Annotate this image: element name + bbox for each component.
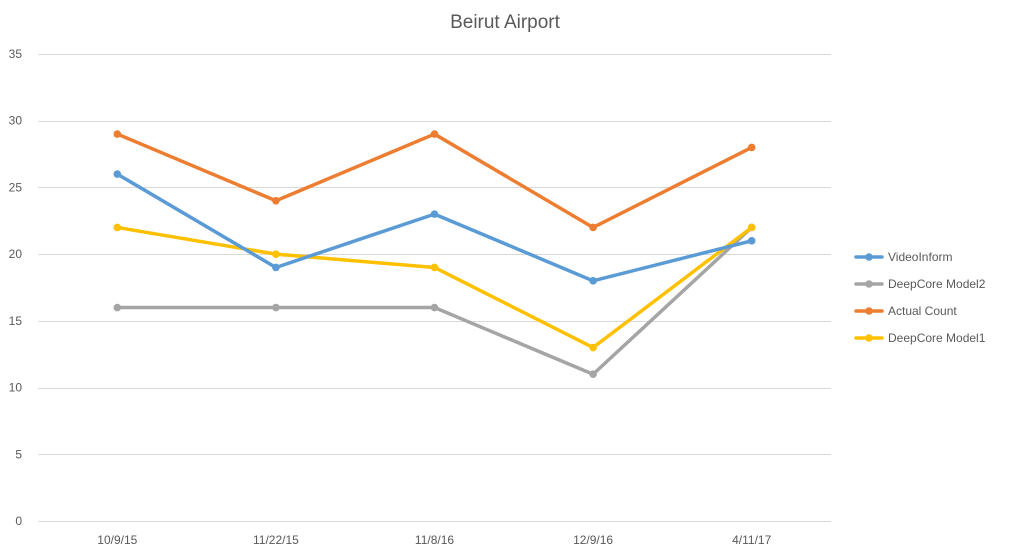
data-point	[747, 143, 756, 152]
series-actual-count	[113, 130, 756, 232]
data-point	[747, 223, 756, 232]
data-point	[272, 263, 280, 272]
y-tick-label: 35	[9, 47, 23, 61]
y-tick-label: 30	[9, 114, 23, 128]
x-tick-label: 11/8/16	[415, 533, 454, 547]
legend-swatch-marker	[865, 334, 873, 342]
legend-swatch-marker	[865, 307, 873, 315]
data-point	[589, 277, 597, 285]
x-axis-ticks: 10/9/15 11/22/15 11/8/16 12/9/16 4/11/17	[97, 533, 771, 547]
data-point	[589, 370, 597, 379]
gridlines	[38, 54, 831, 522]
series-deepcore-model2	[113, 223, 756, 379]
data-point	[113, 170, 122, 178]
chart-title: Beirut Airport	[450, 12, 561, 33]
x-tick-label: 10/9/15	[97, 533, 137, 547]
legend-label: Actual Count	[888, 304, 957, 318]
legend: VideoInform DeepCore Model2 Actual Count De…	[854, 250, 986, 345]
data-point	[430, 210, 439, 218]
data-point	[589, 343, 597, 352]
legend-item-actual-count: Actual Count	[854, 304, 957, 318]
data-point	[430, 130, 439, 138]
series-deepcore-model1	[113, 223, 756, 352]
y-tick-label: 25	[9, 180, 23, 194]
y-tick-label: 15	[9, 314, 23, 328]
x-tick-label: 12/9/16	[573, 533, 613, 547]
legend-label: DeepCore Model1	[888, 331, 986, 345]
series-videoinform	[113, 170, 756, 285]
legend-swatch-marker	[865, 253, 873, 261]
data-point	[272, 250, 280, 258]
data-point	[113, 223, 122, 232]
data-point	[589, 223, 597, 232]
y-tick-label: 0	[15, 514, 22, 528]
y-tick-label: 20	[9, 247, 23, 261]
y-tick-label: 5	[15, 447, 22, 461]
legend-label: DeepCore Model2	[888, 277, 986, 291]
legend-item-videoinform: VideoInform	[854, 250, 952, 264]
y-axis-ticks: 0 5 10 15 20 25 30 35	[9, 47, 23, 528]
series-lines	[113, 130, 756, 379]
data-point	[272, 196, 280, 205]
data-point	[113, 303, 122, 312]
data-point	[430, 263, 439, 272]
legend-item-deepcore-model2: DeepCore Model2	[854, 277, 986, 291]
legend-swatch-marker	[865, 280, 873, 288]
x-tick-label: 4/11/17	[732, 533, 771, 547]
data-point	[272, 303, 280, 312]
data-point	[430, 303, 439, 312]
y-tick-label: 10	[9, 381, 23, 395]
data-point	[113, 130, 122, 138]
legend-item-deepcore-model1: DeepCore Model1	[854, 331, 986, 345]
data-point	[747, 237, 756, 245]
legend-label: VideoInform	[888, 250, 952, 264]
x-tick-label: 11/22/15	[253, 533, 299, 547]
series-line-deepcore-model1	[115, 225, 754, 350]
